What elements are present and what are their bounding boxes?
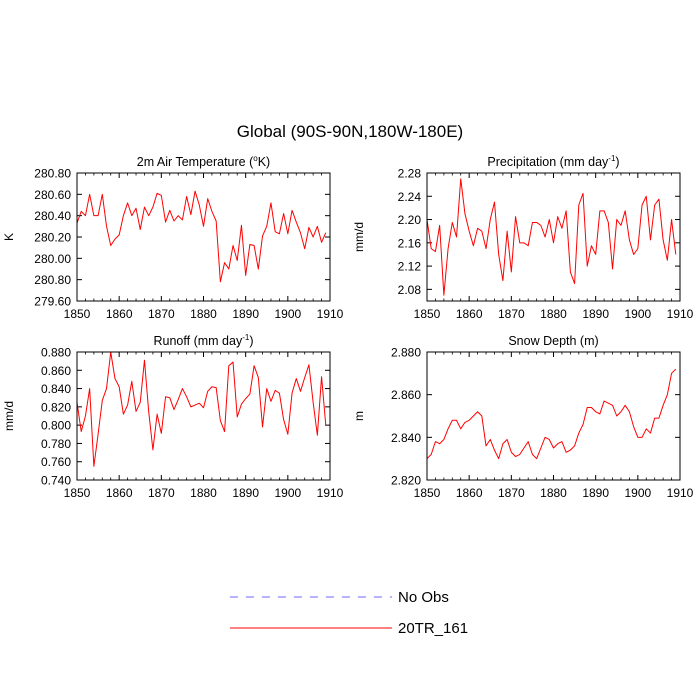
panel-title: 2m Air Temperature (oK) <box>137 154 270 169</box>
x-tick-label: 1900 <box>274 307 301 321</box>
x-tick-label: 1900 <box>274 486 301 500</box>
x-tick-label: 1880 <box>190 307 217 321</box>
y-axis-label: mm/d <box>2 401 16 431</box>
series-line <box>76 351 327 467</box>
x-tick-label: 1880 <box>190 486 217 500</box>
y-tick-label: 2.28 <box>398 167 422 181</box>
panel-title: Precipitation (mm day-1) <box>487 154 619 169</box>
x-tick-label: 1910 <box>317 307 344 321</box>
x-tick-label: 1870 <box>148 486 175 500</box>
x-tick-label: 1890 <box>232 486 259 500</box>
y-tick-label: 2.880 <box>391 346 421 360</box>
chart-panel-1: 2m Air Temperature (oK) K 1850 1860 1870 1880… <box>2 154 344 321</box>
y-tick-label: 0.780 <box>41 437 71 451</box>
x-tick-label: 1910 <box>667 307 694 321</box>
panel-title-tail: K) <box>258 155 271 169</box>
y-tick-label: 280.80 <box>34 273 71 287</box>
x-tick-label: 1850 <box>414 486 441 500</box>
x-tick-label: 1890 <box>582 307 609 321</box>
figure-title: Global (90S-90N,180W-180E) <box>237 122 463 141</box>
y-tick-label: 279.60 <box>34 295 71 309</box>
y-tick-label: 2.08 <box>398 283 422 297</box>
y-tick-label: 280.80 <box>34 167 71 181</box>
chart-panel-4: Snow Depth (m) m 1850 1860 1870 1880 1890 1900 1… <box>352 334 694 500</box>
y-tick-label: 2.16 <box>398 236 422 250</box>
series-line <box>76 190 327 283</box>
y-tick-label: 2.840 <box>391 431 421 445</box>
x-tick-label: 1850 <box>64 307 91 321</box>
y-tick-label: 0.860 <box>41 364 71 378</box>
y-tick-label: 0.880 <box>41 346 71 360</box>
y-tick-label: 0.760 <box>41 455 71 469</box>
y-tick-label: 2.12 <box>398 260 422 274</box>
panel-title: Runoff (mm day-1) <box>154 333 254 348</box>
y-tick-label: 0.800 <box>41 419 71 433</box>
panel-title: Snow Depth (m) <box>508 334 598 348</box>
x-tick-label: 1880 <box>540 307 567 321</box>
panel-title-tail: ) <box>615 155 619 169</box>
panel-title-main: Snow Depth (m) <box>508 334 598 348</box>
series-line <box>426 368 677 460</box>
x-tick-label: 1910 <box>317 486 344 500</box>
legend-model-label: 20TR_161 <box>398 620 468 637</box>
x-tick-label: 1890 <box>582 486 609 500</box>
series-line <box>426 178 677 296</box>
y-tick-label: 0.840 <box>41 382 71 396</box>
y-tick-label: 0.820 <box>41 400 71 414</box>
legend: No Obs 20TR_161 <box>230 589 468 637</box>
chart-panel-3: Runoff (mm day-1) mm/d 1850 1860 1870 1880 189… <box>2 333 344 500</box>
x-tick-label: 1870 <box>148 307 175 321</box>
y-tick-label: 2.20 <box>398 213 422 227</box>
y-tick-label: 280.40 <box>34 209 71 223</box>
y-tick-label: 0.740 <box>41 474 71 488</box>
x-tick-label: 1880 <box>540 486 567 500</box>
legend-no-obs-label: No Obs <box>398 589 449 606</box>
plot-frame <box>76 351 331 481</box>
y-tick-label: 280.00 <box>34 252 71 266</box>
panel-title-superscript: o <box>253 154 258 163</box>
plot-frame <box>426 172 681 302</box>
x-tick-label: 1850 <box>64 486 91 500</box>
panels: 2m Air Temperature (oK) K 1850 1860 1870 1880… <box>2 154 694 500</box>
plot-frame <box>426 351 681 481</box>
chart-panel-2: Precipitation (mm day-1) mm/d 1850 1860 1870… <box>352 154 694 321</box>
x-tick-label: 1900 <box>624 307 651 321</box>
x-tick-label: 1850 <box>414 307 441 321</box>
x-tick-label: 1890 <box>232 307 259 321</box>
y-tick-label: 2.24 <box>398 190 422 204</box>
y-axis-label: K <box>2 233 16 241</box>
panel-title-superscript: -1 <box>242 333 250 342</box>
x-tick-label: 1910 <box>667 486 694 500</box>
y-axis-label: m <box>352 411 366 421</box>
x-tick-label: 1860 <box>456 307 483 321</box>
y-tick-label: 280.20 <box>34 231 71 245</box>
y-tick-label: 2.860 <box>391 388 421 402</box>
panel-title-tail: ) <box>249 334 253 348</box>
x-tick-label: 1900 <box>624 486 651 500</box>
panel-title-superscript: -1 <box>608 154 616 163</box>
x-tick-label: 1860 <box>106 486 133 500</box>
plot-frame <box>76 172 331 302</box>
panel-title-main: Runoff (mm day <box>154 334 243 348</box>
panel-title-main: 2m Air Temperature ( <box>137 155 254 169</box>
panel-title-main: Precipitation (mm day <box>487 155 609 169</box>
y-axis-label: mm/d <box>352 222 366 252</box>
x-tick-label: 1860 <box>106 307 133 321</box>
x-tick-label: 1860 <box>456 486 483 500</box>
y-tick-label: 2.820 <box>391 474 421 488</box>
x-tick-label: 1870 <box>498 307 525 321</box>
y-tick-label: 280.60 <box>34 188 71 202</box>
x-tick-label: 1870 <box>498 486 525 500</box>
